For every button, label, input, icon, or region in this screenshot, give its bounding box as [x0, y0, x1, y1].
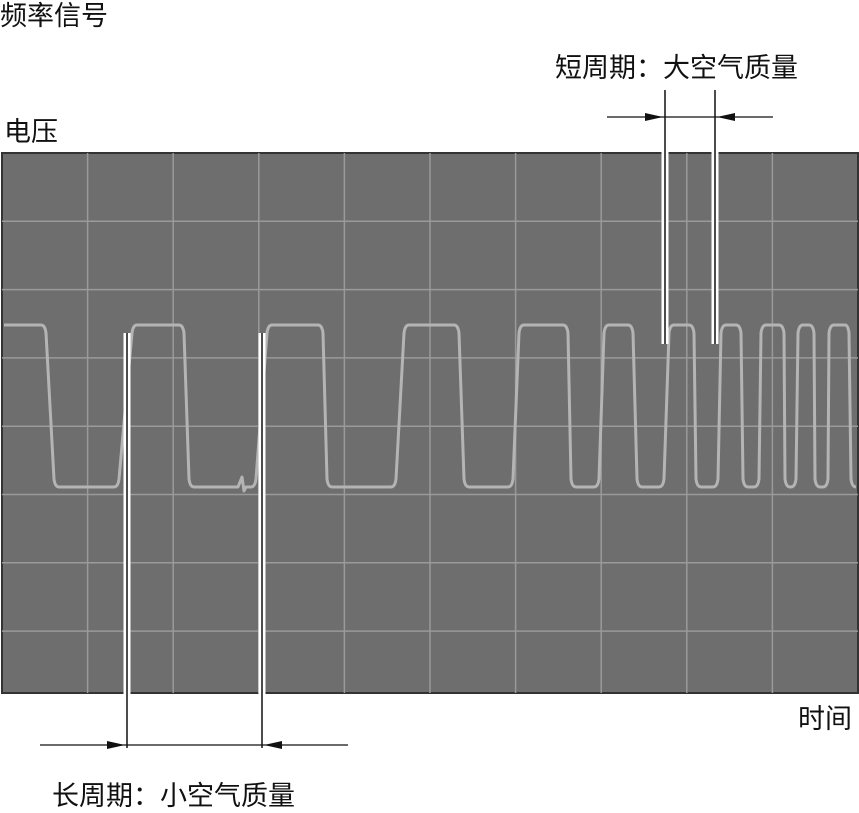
x-axis-label: 时间 [798, 704, 852, 735]
arrowhead-icon [717, 113, 735, 121]
long-period-annotation: 长周期：小空气质量 [52, 781, 295, 812]
y-axis-label: 电压 [4, 117, 58, 148]
arrowhead-icon [264, 741, 282, 749]
arrowhead-icon [645, 113, 663, 121]
diagram-title: 频率信号 [0, 1, 108, 32]
arrowhead-icon [107, 741, 125, 749]
signal-trace [4, 323, 857, 493]
period-markers [40, 90, 773, 749]
short-period-annotation: 短周期：大空气质量 [555, 53, 798, 84]
